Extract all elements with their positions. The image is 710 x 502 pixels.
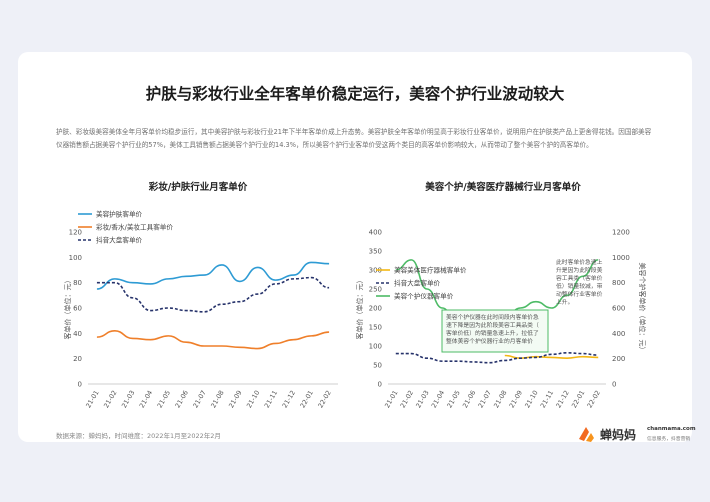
annotation-box [441,309,549,353]
annotation-text-1-line: 速下降是因为此阶段美容工具品类（ [446,321,539,329]
y-tick-label: 100 [369,343,382,351]
slide-card: 护肤与彩妆行业全年客单价稳定运行，美容个护行业波动较大 护肤、彩妆级美容美体全年… [18,52,696,442]
x-tick-label: 22-01 [570,389,586,409]
chart1-title: 彩妆/护肤行业月客单价 [148,182,248,193]
y-tick-label: 60 [73,305,82,313]
brand-name: 蝉妈妈 [600,428,637,442]
y-tick-label: 100 [69,254,82,262]
y-tick-label: 250 [369,286,382,294]
x-tick-label: 21-08 [492,389,508,409]
annotation-text-1-line: 客单价低）的销量急速上升，拉低了 [446,329,539,337]
brand-site: chanmama.com [647,426,696,432]
x-tick-label: 22-02 [586,389,602,409]
chart2-svg: 0 50 100 150 200 250 300 350 400 0 200 400 600 800 100… [355,229,647,410]
annotation-text-2-line: 此时客单价急速上 [556,258,603,266]
intro-paragraph: 护肤、彩妆级美容美体全年月客单价均稳步运行，其中美容护肤与彩妆行业21年下半年客… [56,128,652,149]
legend-label-1: 抖音大盘客单价 [394,279,441,288]
x-tick-label: 21-11 [263,389,279,409]
y2-tick-label: 800 [612,279,625,287]
x-tick-label: 21-10 [245,389,261,409]
y2-tick-label: 0 [612,381,616,389]
x-tick-label: 21-03 [120,389,136,409]
y2-axis-label: 美容个护客单价（单位：元） [638,263,647,354]
data-source-note: 数据来源：蝉妈妈，时间维度：2022年1月至2022年2月 [56,432,221,440]
y-tick-label: 350 [369,248,382,256]
chart1-svg: 0 20 40 60 80 100 120 21-01 21-02 21-03 21-04 21-05… [63,210,338,409]
x-tick-label: 21-01 [383,389,399,409]
x-tick-label: 21-04 [430,389,446,409]
x-tick-label: 21-02 [399,389,415,409]
x-tick-label: 21-07 [477,389,493,409]
series-line-0 [96,261,330,290]
x-tick-label: 21-05 [445,389,461,409]
x-tick-label: 21-12 [554,389,570,409]
x-tick-label: 21-05 [156,389,172,409]
legend-label-2: 抖音大盘客单价 [96,236,143,245]
x-tick-label: 22-02 [316,389,332,409]
y2-tick-label: 1000 [612,254,630,262]
legend-label-0: 美容美体医疗器械客单价 [394,266,467,275]
cicada-logo-icon [579,427,594,442]
y-tick-label: 400 [369,229,382,237]
x-tick-label: 21-03 [414,389,430,409]
annotation-text-2-line: 升是因为此阶段美 [556,266,603,274]
series-line-0 [504,354,599,359]
brand-slogan: 信息服务，抖音营销 [647,437,691,442]
chart2-title: 美容个护/美容医疗器械行业月客单价 [425,182,581,193]
x-tick-label: 21-02 [102,389,118,409]
annotation-text-1-line: 整体美容个护仪器行业的月客单价 [446,337,533,345]
y-tick-label: 0 [378,381,382,389]
x-tick-label: 21-11 [539,389,555,409]
x-tick-label: 21-08 [209,389,225,409]
y2-tick-label: 200 [612,355,625,363]
x-tick-label: 21-06 [461,389,477,409]
series-line-1 [395,352,599,364]
y2-tick-label: 400 [612,330,625,338]
brand-logo: 蝉妈妈 chanmama.com 信息服务，抖音营销 [576,422,706,450]
y-tick-label: 40 [73,330,82,338]
x-tick-label: 22-01 [299,389,315,409]
y-tick-label: 150 [369,324,382,332]
annotation-text-2-line: 上升。 [556,298,573,306]
y-tick-label: 80 [73,279,82,287]
annotation-text-1-line: 美容个护仪器在此时间段内客单价急 [446,313,539,321]
x-tick-label: 21-12 [281,389,297,409]
x-tick-label: 21-06 [174,389,190,409]
y-tick-label: 50 [373,362,382,370]
y-axis-label: 客单价（单位：元） [355,277,364,340]
series-line-2 [96,276,330,313]
annotation-text-2-line: 低）销量较减，带 [556,282,603,290]
legend-label-2: 美容个护仪器客单价 [394,292,454,301]
x-tick-label: 21-04 [138,389,154,409]
annotation-text-2-line: 动整体行业客单价 [556,290,603,298]
x-tick-label: 21-07 [191,389,207,409]
y2-tick-label: 600 [612,305,625,313]
x-tick-label: 21-10 [523,389,539,409]
legend-label-0: 美容护肤客单价 [96,210,143,219]
y-tick-label: 120 [69,229,82,237]
y2-tick-label: 1200 [612,229,630,237]
legend-label-1: 彩妆/香水/美妆工具客单价 [96,223,173,232]
page-title: 护肤与彩妆行业全年客单价稳定运行，美容个护行业波动较大 [145,85,565,103]
y-tick-label: 200 [369,305,382,313]
y-tick-label: 300 [369,267,382,275]
x-tick-label: 21-09 [227,389,243,409]
y-axis-label: 客单价（单位：元） [63,277,72,340]
series-line-1 [96,329,330,350]
annotation-text-2-line: 容工具类（客单价 [556,274,603,282]
x-tick-label: 21-09 [508,389,524,409]
x-tick-label: 21-01 [84,389,100,409]
y-tick-label: 20 [73,355,82,363]
y-tick-label: 0 [78,381,82,389]
